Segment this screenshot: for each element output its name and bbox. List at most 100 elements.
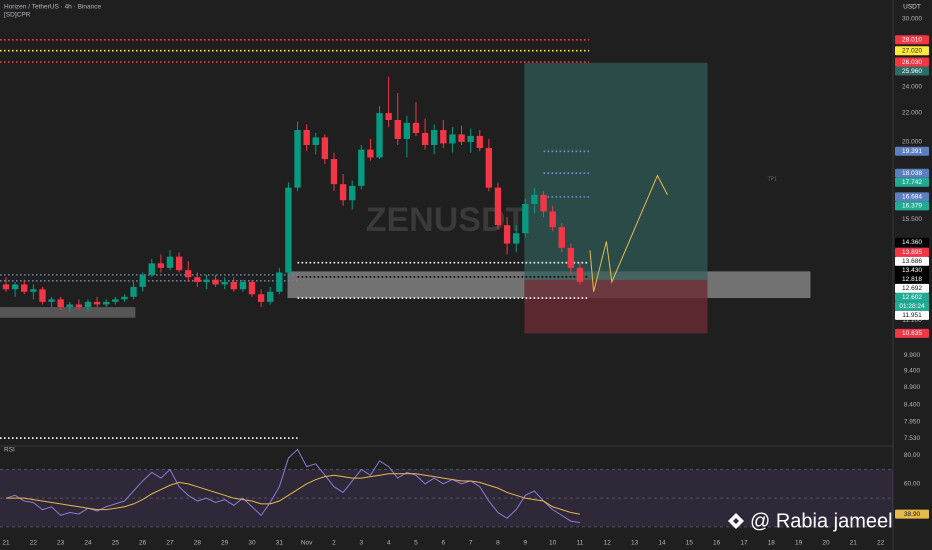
y-tick-label: 15.500 [902, 216, 922, 223]
y-tick-label: 11.100 [902, 317, 922, 324]
candle-body [485, 148, 493, 188]
x-tick-label: 4 [387, 540, 391, 547]
target-zone [524, 62, 708, 280]
candle-body [57, 299, 64, 308]
candle-body [230, 282, 237, 290]
rsi-line [5, 448, 581, 524]
candle-body [376, 113, 383, 158]
x-tick-label: 19 [795, 540, 803, 547]
x-tick-label: 5 [414, 540, 418, 547]
projection-line [589, 174, 668, 292]
candle-body [403, 122, 411, 139]
candle-body [321, 137, 329, 160]
plot-layer: TP1 RSI [0, 39, 893, 528]
y-tick-label: 9.400 [904, 368, 921, 375]
x-tick-label: 27 [166, 540, 174, 547]
candle-body [194, 277, 201, 283]
candle-body [476, 135, 483, 149]
candle-body [66, 304, 73, 308]
price-label-box [895, 292, 929, 302]
candle-body [112, 299, 119, 302]
candle-body [531, 194, 538, 204]
price-label: 19.391 [902, 148, 922, 155]
x-tick-label: Nov [301, 540, 313, 547]
price-label-box [895, 201, 929, 211]
rsi-last-box [895, 509, 929, 519]
candle-body [157, 263, 165, 268]
candle-body [130, 286, 137, 297]
x-tick-label: 11 [577, 540, 584, 547]
price-label-box [895, 177, 929, 187]
candle-body [248, 282, 256, 295]
candle-body [494, 187, 502, 226]
candle-body [48, 299, 55, 302]
price-label: 12.692 [902, 285, 922, 292]
y-tick-label: 7.530 [904, 435, 921, 442]
price-label: 18.038 [902, 170, 922, 177]
candle-body [30, 289, 37, 292]
candle-body [2, 284, 10, 290]
price-label-box [895, 192, 929, 202]
candle-body [312, 137, 319, 145]
x-tick-label: 30 [248, 540, 256, 547]
x-tick-label: 13 [631, 540, 639, 547]
credit-logo [728, 513, 744, 529]
candle-body [330, 159, 338, 185]
candle-body [84, 301, 92, 308]
candle-body [276, 272, 283, 292]
price-label: 13.895 [902, 249, 922, 256]
x-tick-label: 29 [221, 540, 229, 547]
countdown-box [895, 301, 929, 311]
y-tick-label: 7.950 [904, 418, 921, 425]
x-tick-label: 6 [441, 540, 445, 547]
candle-body [558, 227, 565, 248]
candle-body [549, 211, 556, 228]
candle-body [103, 301, 110, 305]
rsi-tick-label: 80.00 [904, 452, 921, 459]
price-label: 13.686 [902, 258, 922, 265]
candle-body [148, 263, 155, 275]
candle-body [349, 185, 356, 201]
candle-body [567, 247, 575, 268]
candle-body [121, 296, 128, 300]
price-label-box [895, 57, 929, 67]
credit: @ Rabia jameel [728, 510, 893, 532]
candle-body [358, 149, 365, 186]
candle-body [394, 119, 401, 139]
y-tick-label: 22.000 [902, 110, 922, 117]
price-label-box [895, 247, 929, 257]
rsi-last-label: 38.90 [904, 511, 921, 518]
candle-body [212, 279, 219, 285]
y-tick-label: 8.400 [904, 402, 921, 409]
price-label-box [895, 256, 929, 266]
candle-body [166, 256, 174, 268]
countdown: 01:28:24 [899, 303, 925, 310]
rsi-line [6, 473, 581, 515]
price-label: 17.742 [902, 179, 922, 186]
candle-body [339, 184, 347, 201]
candle-body [93, 301, 101, 305]
x-tick-label: 22 [30, 540, 38, 547]
price-label-box [895, 328, 929, 338]
price-label-box [895, 168, 929, 178]
candle-body [39, 289, 46, 302]
price-label: 13.430 [902, 267, 922, 274]
x-tick-label: 12 [604, 540, 612, 547]
x-tick-label: 18 [768, 540, 776, 547]
candle-body [185, 270, 192, 278]
x-tick-label: 14 [658, 540, 666, 547]
candle-body [467, 135, 474, 142]
credit-text: @ Rabia jameel [750, 510, 893, 532]
candle-body [221, 282, 228, 285]
candle-body [440, 130, 447, 144]
price-label: 27.020 [902, 47, 922, 54]
rsi-title: RSI [4, 447, 15, 454]
watermark: ZENUSDT [366, 201, 527, 239]
candle-body [385, 113, 392, 120]
candle-body [257, 294, 265, 302]
x-tick-label: 2 [332, 540, 336, 547]
x-tick-label: 10 [549, 540, 557, 547]
candle-body [576, 267, 584, 282]
